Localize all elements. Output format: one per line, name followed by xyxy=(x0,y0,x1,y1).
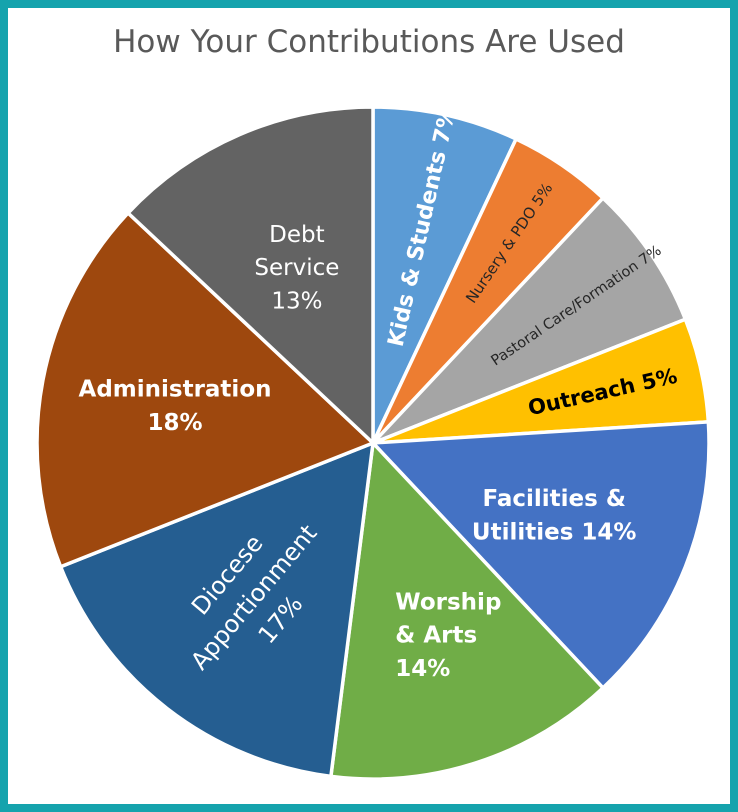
pie-slice xyxy=(126,105,375,445)
slice-label: Worship & Arts 14% xyxy=(395,589,501,682)
pie-slice xyxy=(58,441,375,779)
slice-label: Debt Service 13% xyxy=(254,222,339,315)
slice-label: Facilities & Utilities 14% xyxy=(472,486,637,545)
pie-slice xyxy=(371,105,518,445)
pie-slice xyxy=(371,420,711,690)
slice-label: Administration 18% xyxy=(79,377,272,436)
pie-slice xyxy=(329,441,605,781)
pie-slice xyxy=(35,211,375,569)
chart-title: How Your Contributions Are Used xyxy=(113,24,625,60)
pie-slice xyxy=(371,196,688,445)
